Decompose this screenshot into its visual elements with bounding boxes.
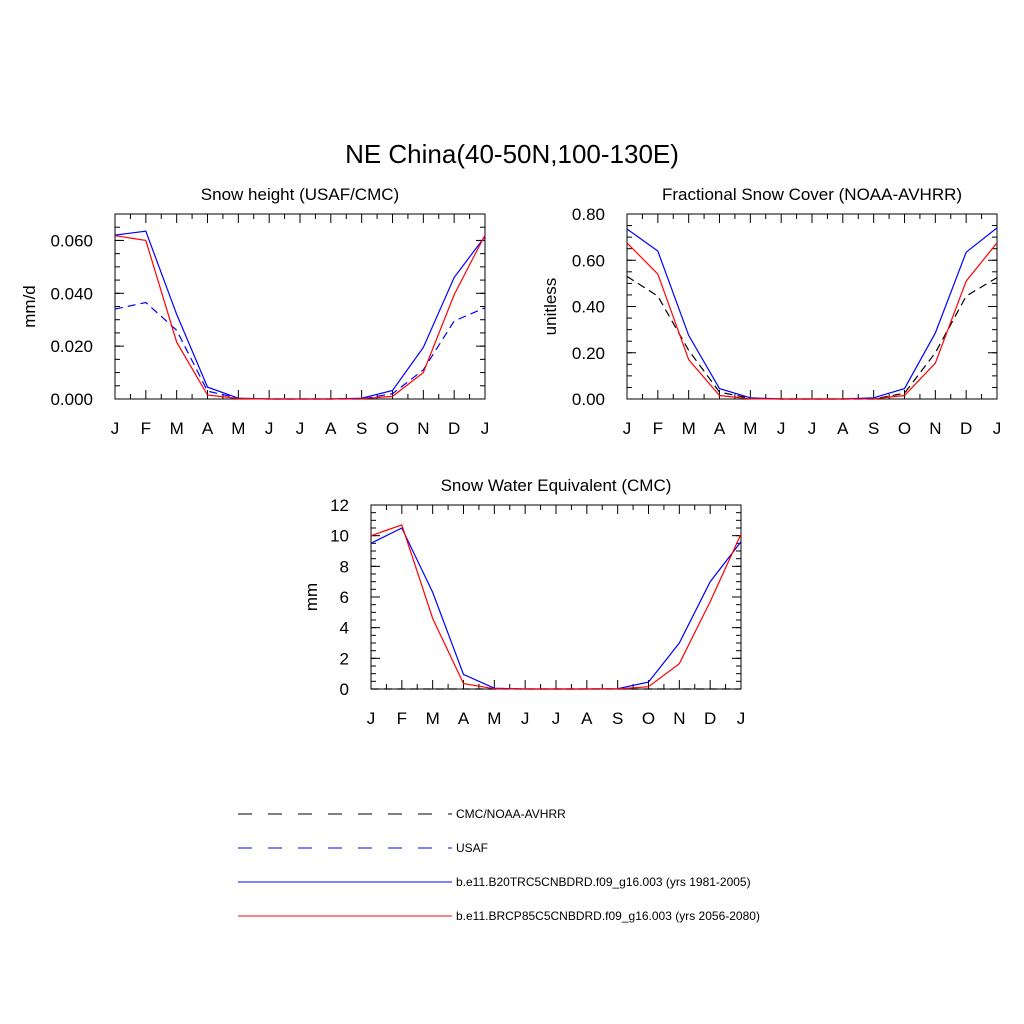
x-tick-label: A <box>837 419 849 438</box>
x-tick-label: A <box>581 709 593 728</box>
x-tick-label: J <box>521 709 530 728</box>
x-tick-label: S <box>356 419 367 438</box>
series-line <box>114 301 486 400</box>
x-tick-label: A <box>325 419 337 438</box>
series-line <box>626 227 998 400</box>
x-tick-label: J <box>481 419 490 438</box>
x-tick-label: O <box>642 709 655 728</box>
panel-fractional-snow-cover: Fractional Snow Cover (NOAA-AVHRR) unitle… <box>541 185 1001 438</box>
x-tick-label: J <box>993 419 1002 438</box>
y-axis-label: mm/d <box>20 285 39 328</box>
y-tick-label: 6 <box>340 588 349 607</box>
x-tick-label: M <box>487 709 501 728</box>
legend-label: b.e11.BRCP85C5CNBDRD.f09_g16.003 (yrs 20… <box>456 909 760 923</box>
x-tick-label: N <box>673 709 685 728</box>
x-tick-label: S <box>612 709 623 728</box>
y-tick-label: 2 <box>340 649 349 668</box>
legend: CMC/NOAA-AVHRR USAF b.e11.B20TRC5CNBDRD.f0… <box>238 807 760 923</box>
series-line <box>114 230 486 400</box>
y-axis-label: mm <box>302 583 321 611</box>
y-tick-label: 12 <box>330 496 349 515</box>
x-tick-label: M <box>231 419 245 438</box>
series-line <box>114 234 486 400</box>
y-tick-label: 0.060 <box>50 231 93 250</box>
x-tick-label: J <box>552 709 561 728</box>
x-tick-label: D <box>704 709 716 728</box>
x-tick-label: D <box>960 419 972 438</box>
plot-frame <box>370 504 742 690</box>
y-tick-label: 0.040 <box>50 284 93 303</box>
y-tick-label: 10 <box>330 527 349 546</box>
x-tick-label: J <box>808 419 817 438</box>
x-tick-label: F <box>653 419 663 438</box>
series-line <box>370 527 742 690</box>
y-tick-label: 8 <box>340 557 349 576</box>
x-tick-label: J <box>111 419 120 438</box>
x-tick-label: O <box>386 419 399 438</box>
x-tick-label: N <box>417 419 429 438</box>
legend-label: b.e11.B20TRC5CNBDRD.f09_g16.003 (yrs 198… <box>456 875 751 889</box>
x-tick-label: M <box>682 419 696 438</box>
x-tick-label: M <box>743 419 757 438</box>
x-tick-label: J <box>265 419 274 438</box>
y-tick-label: 0.020 <box>50 337 93 356</box>
x-tick-label: N <box>929 419 941 438</box>
x-tick-label: J <box>737 709 746 728</box>
series-line <box>370 524 742 690</box>
x-tick-label: F <box>141 419 151 438</box>
figure-title: NE China(40-50N,100-130E) <box>345 139 679 169</box>
x-tick-label: M <box>170 419 184 438</box>
y-tick-label: 0.20 <box>572 344 605 363</box>
legend-label: USAF <box>456 841 488 855</box>
x-tick-label: O <box>898 419 911 438</box>
legend-label: CMC/NOAA-AVHRR <box>456 807 566 821</box>
x-tick-label: M <box>426 709 440 728</box>
x-tick-label: D <box>448 419 460 438</box>
y-tick-label: 0.60 <box>572 251 605 270</box>
x-tick-label: S <box>868 419 879 438</box>
x-tick-label: F <box>397 709 407 728</box>
x-tick-label: J <box>623 419 632 438</box>
series-line <box>626 242 998 400</box>
panel-snow-height: Snow height (USAF/CMC)mm/dJ F M A M J J A S O N D J0… <box>20 185 489 438</box>
x-tick-label: A <box>202 419 214 438</box>
series-line <box>626 275 998 400</box>
x-tick-label: J <box>367 709 376 728</box>
panel-snow-water-equivalent: Snow Water Equivalent (CMC)mmJ F M A M J J A S O N… <box>302 476 745 728</box>
y-tick-label: 0.80 <box>572 205 605 224</box>
panel-title: Snow Water Equivalent (CMC) <box>441 476 672 495</box>
panel-title: Snow height (USAF/CMC) <box>201 185 399 204</box>
panel-title: Fractional Snow Cover (NOAA-AVHRR) <box>662 185 962 204</box>
y-tick-label: 0.000 <box>50 390 93 409</box>
y-tick-label: 4 <box>340 619 349 638</box>
y-axis-label: unitless <box>541 278 560 336</box>
plot-frame <box>626 213 998 400</box>
x-tick-label: A <box>458 709 470 728</box>
x-tick-label: A <box>714 419 726 438</box>
y-tick-label: 0 <box>340 680 349 699</box>
x-tick-label: J <box>296 419 305 438</box>
x-tick-label: J <box>777 419 786 438</box>
y-tick-label: 0.40 <box>572 298 605 317</box>
y-tick-label: 0.00 <box>572 390 605 409</box>
plot-frame <box>114 213 486 400</box>
